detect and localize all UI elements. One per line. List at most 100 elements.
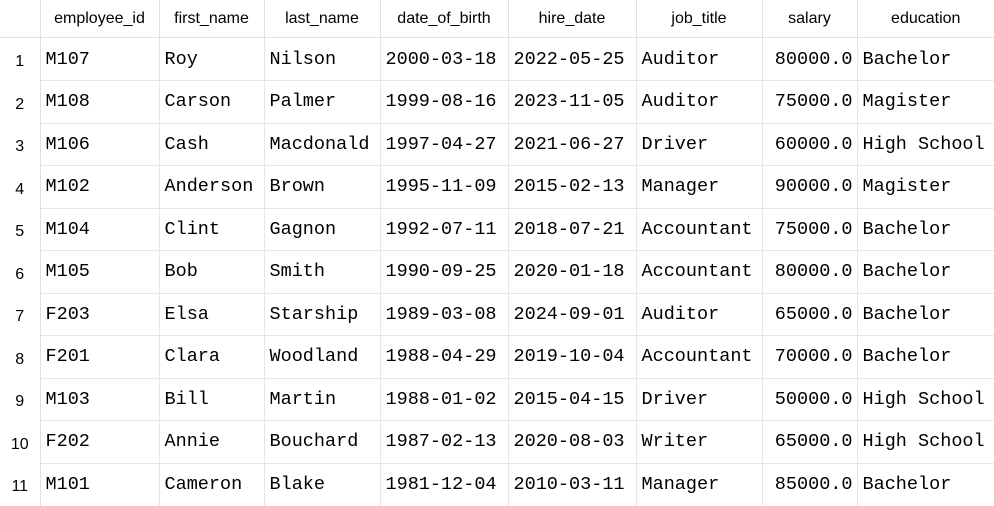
cell-hire-date[interactable]: 2010-03-11 <box>508 463 637 506</box>
row-number[interactable]: 4 <box>0 165 41 208</box>
cell-employee-id[interactable]: M101 <box>40 463 160 506</box>
cell-first-name[interactable]: Roy <box>159 37 265 81</box>
cell-first-name[interactable]: Annie <box>159 420 265 464</box>
column-header-last-name[interactable]: last_name <box>264 0 381 38</box>
cell-job-title[interactable]: Writer <box>636 420 763 464</box>
cell-hire-date[interactable]: 2024-09-01 <box>508 293 637 336</box>
table-row[interactable]: 2 M108 Carson Palmer 1999-08-16 2023-11-05 Aud… <box>0 80 994 124</box>
row-number[interactable]: 10 <box>0 420 41 463</box>
row-number[interactable]: 2 <box>0 80 41 123</box>
cell-salary[interactable]: 65000.0 <box>762 293 858 336</box>
cell-hire-date[interactable]: 2021-06-27 <box>508 123 637 166</box>
cell-first-name[interactable]: Carson <box>159 80 265 124</box>
cell-date-of-birth[interactable]: 1992-07-11 <box>380 208 509 251</box>
column-header-job-title[interactable]: job_title <box>636 0 763 38</box>
cell-education[interactable]: Bachelor <box>857 37 994 81</box>
cell-last-name[interactable]: Woodland <box>264 335 381 379</box>
cell-salary[interactable]: 75000.0 <box>762 208 858 251</box>
cell-first-name[interactable]: Bob <box>159 250 265 294</box>
cell-salary[interactable]: 50000.0 <box>762 378 858 421</box>
cell-date-of-birth[interactable]: 2000-03-18 <box>380 37 509 81</box>
cell-last-name[interactable]: Bouchard <box>264 420 381 464</box>
cell-employee-id[interactable]: F201 <box>40 335 160 379</box>
cell-salary[interactable]: 80000.0 <box>762 250 858 294</box>
cell-education[interactable]: Bachelor <box>857 208 994 251</box>
cell-first-name[interactable]: Clara <box>159 335 265 379</box>
cell-education[interactable]: Bachelor <box>862 474 952 495</box>
cell-date-of-birth[interactable]: 1990-09-25 <box>380 250 509 294</box>
cell-employee-id[interactable]: F202 <box>40 420 160 464</box>
cell-hire-date[interactable]: 2023-11-05 <box>508 80 637 124</box>
cell-job-title[interactable]: Auditor <box>636 80 763 124</box>
cell-first-name[interactable]: Anderson <box>159 165 265 209</box>
cell-salary[interactable]: 85000.0 <box>762 463 858 506</box>
cell-last-name[interactable]: Brown <box>264 165 381 209</box>
cell-education[interactable]: Bachelor <box>857 293 994 336</box>
cell-first-name[interactable]: Cameron <box>159 463 265 506</box>
table-row[interactable]: 1 M107 Roy Nilson 2000-03-18 2022-05-25 Audito… <box>0 37 994 81</box>
cell-job-title[interactable]: Accountant <box>636 335 763 379</box>
cell-job-title[interactable]: Accountant <box>636 250 763 294</box>
cell-first-name[interactable]: Elsa <box>159 293 265 336</box>
cell-education[interactable]: Bachelor <box>857 335 994 379</box>
row-number[interactable]: 11 <box>0 463 41 506</box>
cell-first-name[interactable]: Bill <box>159 378 265 421</box>
cell-salary[interactable]: 60000.0 <box>762 123 858 166</box>
column-header-education[interactable]: education <box>857 0 994 38</box>
cell-last-name[interactable]: Starship <box>264 293 381 336</box>
cell-employee-id[interactable]: M104 <box>40 208 160 251</box>
cell-date-of-birth[interactable]: 1997-04-27 <box>380 123 509 166</box>
column-header-salary[interactable]: salary <box>762 0 858 38</box>
cell-date-of-birth[interactable]: 1988-04-29 <box>380 335 509 379</box>
table-row[interactable]: 8 F201 Clara Woodland 1988-04-29 2019-10-04 Ac… <box>0 335 994 379</box>
cell-employee-id[interactable]: M108 <box>40 80 160 124</box>
cell-salary[interactable]: 75000.0 <box>762 80 858 124</box>
cell-job-title[interactable]: Manager <box>636 165 763 209</box>
cell-education[interactable]: Magister <box>857 80 994 124</box>
cell-job-title[interactable]: Accountant <box>636 208 763 251</box>
table-row[interactable]: 3 M106 Cash Macdonald 1997-04-27 2021-06-27 Dr… <box>0 123 994 166</box>
cell-education[interactable]: High School <box>857 420 994 464</box>
table-row[interactable]: 9 M103 Bill Martin 1988-01-02 2015-04-15 Drive… <box>0 378 994 421</box>
cell-hire-date[interactable]: 2020-01-18 <box>508 250 637 294</box>
cell-education[interactable]: High School <box>857 378 994 421</box>
cell-last-name[interactable]: Palmer <box>264 80 381 124</box>
cell-date-of-birth[interactable]: 1999-08-16 <box>380 80 509 124</box>
column-header-date-of-birth[interactable]: date_of_birth <box>380 0 509 38</box>
cell-employee-id[interactable]: M103 <box>40 378 160 421</box>
cell-last-name[interactable]: Smith <box>264 250 381 294</box>
cell-hire-date[interactable]: 2020-08-03 <box>508 420 637 464</box>
row-number[interactable]: 7 <box>0 293 41 336</box>
row-number[interactable]: 1 <box>0 37 41 81</box>
cell-date-of-birth[interactable]: 1981-12-04 <box>380 463 509 506</box>
cell-employee-id[interactable]: F203 <box>40 293 160 336</box>
row-number[interactable]: 8 <box>0 335 41 378</box>
table-row[interactable]: 7 F203 Elsa Starship 1989-03-08 2024-09-01 Aud… <box>0 293 994 336</box>
cell-job-title[interactable]: Manager <box>636 463 763 506</box>
table-row[interactable]: 6 M105 Bob Smith 1990-09-25 2020-01-18 Account… <box>0 250 994 294</box>
cell-date-of-birth[interactable]: 1988-01-02 <box>380 378 509 421</box>
cell-last-name[interactable]: Nilson <box>264 37 381 81</box>
cell-education[interactable]: High School <box>857 123 994 166</box>
cell-employee-id[interactable]: M105 <box>40 250 160 294</box>
column-header-employee-id[interactable]: employee_id <box>40 0 160 38</box>
cell-salary[interactable]: 80000.0 <box>762 37 858 81</box>
cell-date-of-birth[interactable]: 1989-03-08 <box>380 293 509 336</box>
cell-employee-id[interactable]: M107 <box>40 37 160 81</box>
cell-salary[interactable]: 70000.0 <box>762 335 858 379</box>
cell-hire-date[interactable]: 2015-02-13 <box>508 165 637 209</box>
row-number[interactable]: 5 <box>0 208 41 251</box>
table-row[interactable]: 4 M102 Anderson Brown 1995-11-09 2015-02-13 Ma… <box>0 165 994 209</box>
cell-last-name[interactable]: Blake <box>264 463 381 506</box>
cell-job-title[interactable]: Driver <box>636 378 763 421</box>
row-number[interactable]: 6 <box>0 250 41 293</box>
cell-education[interactable]: Magister <box>857 165 994 209</box>
cell-hire-date[interactable]: 2015-04-15 <box>508 378 637 421</box>
cell-job-title[interactable]: Auditor <box>636 293 763 336</box>
cell-hire-date[interactable]: 2022-05-25 <box>508 37 637 81</box>
cell-hire-date[interactable]: 2019-10-04 <box>508 335 637 379</box>
cell-date-of-birth[interactable]: 1995-11-09 <box>380 165 509 209</box>
cell-employee-id[interactable]: M106 <box>40 123 160 166</box>
cell-salary[interactable]: 65000.0 <box>762 420 858 464</box>
cell-salary[interactable]: 90000.0 <box>762 165 858 209</box>
